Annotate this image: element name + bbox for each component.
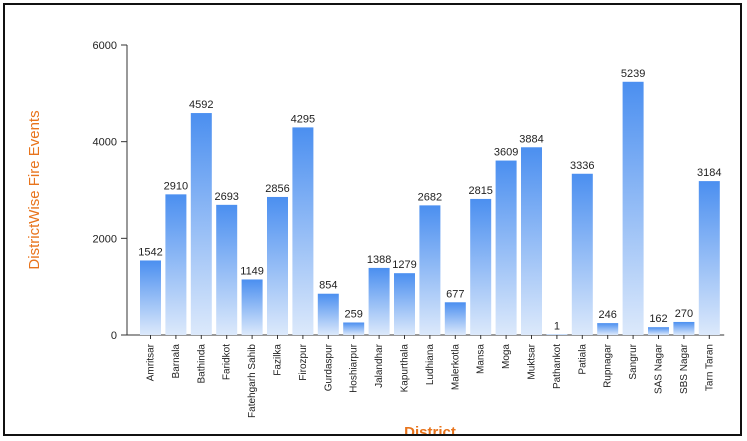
data-label: 854 [319, 280, 337, 292]
data-label: 5239 [621, 68, 645, 80]
data-label: 1 [554, 321, 560, 333]
data-label: 1388 [367, 254, 391, 266]
data-label: 3336 [570, 160, 594, 172]
bar [140, 260, 161, 335]
bar [521, 147, 542, 335]
bar [597, 323, 619, 335]
category-label: Jalandhar [374, 343, 385, 388]
category-label: Rupnagar [603, 343, 614, 388]
data-label: 246 [599, 309, 617, 321]
bar [190, 113, 212, 335]
data-label: 2856 [265, 183, 289, 195]
bar [216, 204, 238, 335]
bar [317, 293, 339, 335]
category-label: Pathankot [552, 344, 563, 389]
data-label: 2693 [214, 191, 238, 203]
bar [368, 267, 390, 335]
bar [470, 198, 492, 335]
bar [267, 196, 288, 335]
category-label: SAS Nagar [654, 343, 665, 394]
data-label: 1149 [240, 265, 264, 277]
category-label: Fazilka [273, 344, 284, 376]
y-tick-label: 2000 [93, 233, 117, 245]
data-label: 1542 [138, 246, 162, 258]
data-label: 259 [345, 308, 363, 320]
bars [140, 81, 720, 336]
bar [648, 327, 669, 335]
category-label: Malerkotla [450, 344, 461, 391]
chart-frame: DistrictWise Fire Events District 0 2000 4… [3, 3, 742, 436]
y-axis-title: DistrictWise Fire Events [26, 110, 43, 269]
category-label: Tarn Taran [704, 344, 715, 391]
category-label: Moga [501, 344, 512, 369]
category-label: Firozpur [298, 343, 309, 380]
category-label: SBS Nagar [679, 343, 690, 394]
category-label: Gurdaspur [323, 343, 334, 391]
data-label: 1279 [392, 259, 416, 271]
category-labels: Amritsar Barnala Bathinda Faridkot Fatehgarh… [146, 343, 716, 418]
bar-chart: DistrictWise Fire Events District 0 2000 4… [26, 40, 725, 434]
category-label: Mansa [476, 344, 487, 374]
bar [292, 127, 314, 336]
data-label: 2682 [418, 191, 442, 203]
category-label: Bathinda [196, 344, 207, 384]
bar [394, 273, 415, 335]
category-label: Kapurthala [400, 344, 411, 393]
bar [673, 321, 695, 335]
bar [343, 322, 365, 335]
data-label: 3884 [519, 133, 543, 145]
data-label: 2910 [164, 180, 188, 192]
y-tick-label: 0 [111, 330, 117, 342]
category-label: Amritsar [146, 343, 157, 381]
bar [698, 181, 720, 335]
bar [495, 160, 517, 335]
bar [444, 302, 466, 335]
data-label: 4295 [291, 113, 315, 125]
y-tick-label: 6000 [93, 40, 117, 52]
data-label: 4592 [189, 99, 213, 111]
bar [546, 334, 568, 335]
bar [241, 279, 263, 335]
bar [419, 205, 441, 335]
data-label: 3184 [697, 167, 721, 179]
y-tick-label: 4000 [93, 137, 117, 149]
category-label: Faridkot [222, 344, 233, 380]
category-label: Fatehgarh Sahib [247, 344, 258, 418]
data-label: 2815 [468, 185, 492, 197]
bar [622, 81, 644, 335]
data-label: 3609 [494, 147, 518, 159]
bar [165, 194, 187, 335]
category-label: Barnala [171, 344, 182, 379]
category-label: Muktsar [527, 343, 538, 379]
bar [571, 173, 593, 335]
data-label: 677 [446, 288, 464, 300]
category-label: Sangrur [628, 343, 639, 379]
data-label: 270 [675, 308, 693, 320]
category-label: Patiala [577, 344, 588, 375]
category-label: Hoshiarpur [349, 343, 360, 393]
category-label: Ludhiana [425, 344, 436, 386]
data-label: 162 [649, 313, 667, 325]
x-axis-title: District [404, 424, 456, 434]
